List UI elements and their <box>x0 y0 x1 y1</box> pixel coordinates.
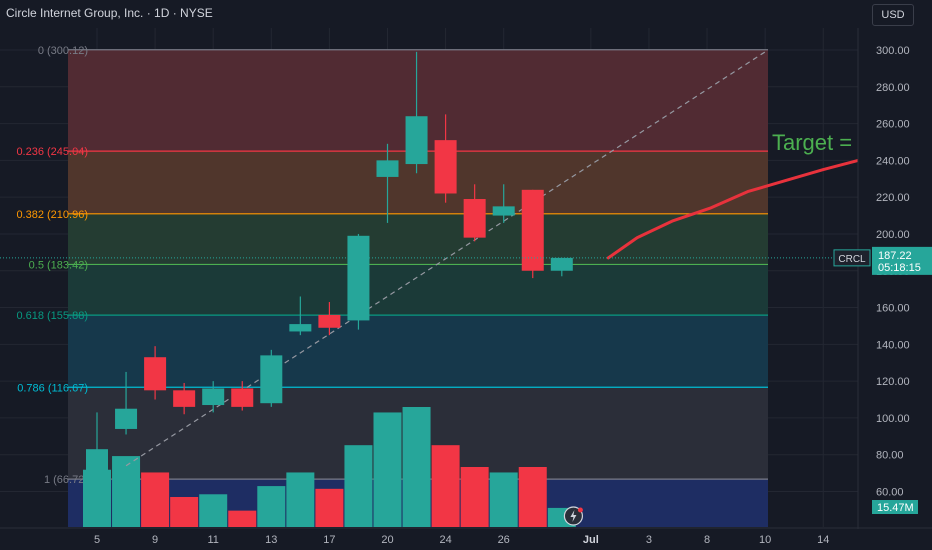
volume-bar[interactable] <box>489 472 518 527</box>
x-tick-label: 13 <box>265 534 277 546</box>
volume-bar[interactable] <box>257 486 286 527</box>
y-tick-label: 220.00 <box>876 192 910 204</box>
candle-body[interactable] <box>492 206 515 216</box>
volume-bar[interactable] <box>431 445 460 527</box>
y-tick-label: 200.00 <box>876 229 910 241</box>
y-tick-label: 160.00 <box>876 303 910 315</box>
candle-body[interactable] <box>144 357 167 391</box>
fib-level-label: 1 (66.72) <box>44 474 88 486</box>
y-tick-label: 100.00 <box>876 413 910 425</box>
fib-level-label: 0.382 (210.96) <box>16 209 88 221</box>
symbol-title[interactable]: Circle Internet Group, Inc. · 1D · NYSE <box>6 6 213 20</box>
volume-bar[interactable] <box>315 488 344 527</box>
ticker-badge <box>833 249 871 267</box>
x-tick-label: 5 <box>94 534 100 546</box>
target-annotation[interactable]: Target = <box>772 130 853 155</box>
candle-body[interactable] <box>318 314 341 328</box>
x-tick-label: 11 <box>207 534 218 546</box>
x-tick-label: 8 <box>704 534 710 546</box>
x-tick-label: 10 <box>759 534 771 546</box>
volume-bar[interactable] <box>460 467 489 527</box>
candle-body[interactable] <box>521 189 544 271</box>
fib-level-label: 0.618 (155.88) <box>16 310 88 322</box>
candle-body[interactable] <box>173 390 196 407</box>
candle-body[interactable] <box>550 257 573 271</box>
y-tick-label: 240.00 <box>876 155 910 167</box>
y-tick-label: 280.00 <box>876 82 910 94</box>
x-tick-label: 20 <box>381 534 393 546</box>
fib-zone <box>68 213 768 265</box>
candle-body[interactable] <box>463 199 486 238</box>
volume-bar[interactable] <box>286 472 315 527</box>
volume-bar[interactable] <box>170 497 199 527</box>
volume-bar[interactable] <box>518 467 547 527</box>
last-price-value: 187.22 <box>878 250 912 262</box>
y-tick-label: 300.00 <box>876 45 910 57</box>
candle-body[interactable] <box>347 235 370 321</box>
candle-body[interactable] <box>434 140 457 194</box>
price-axis <box>858 0 932 550</box>
candle-body[interactable] <box>115 408 138 429</box>
flash-icon-glyph <box>570 510 577 522</box>
y-tick-label: 260.00 <box>876 119 910 131</box>
x-tick-label: 26 <box>498 534 510 546</box>
volume-bar[interactable] <box>373 412 402 527</box>
candle-body[interactable] <box>376 160 399 177</box>
candle-body[interactable] <box>289 324 312 332</box>
x-tick-label: 14 <box>817 534 829 546</box>
fib-zone <box>68 264 768 316</box>
candle-body[interactable] <box>405 116 428 165</box>
fib-level-label: 0.5 (183.42) <box>29 259 88 271</box>
volume-bar[interactable] <box>228 510 257 527</box>
candle-body[interactable] <box>86 449 108 477</box>
volume-bar[interactable] <box>199 494 228 527</box>
volume-bar[interactable] <box>141 472 170 527</box>
candle-body[interactable] <box>260 355 283 404</box>
bar-countdown: 05:18:15 <box>878 262 921 274</box>
fib-level-label: 0 (300.12) <box>38 45 88 57</box>
currency-button[interactable]: USD <box>872 4 914 26</box>
volume-bar[interactable] <box>344 445 373 527</box>
y-tick-label: 80.00 <box>876 450 904 462</box>
y-tick-label: 120.00 <box>876 376 910 388</box>
volume-bar[interactable] <box>402 407 431 527</box>
fib-zone <box>68 315 768 388</box>
x-tick-label: 9 <box>152 534 158 546</box>
last-price-tag <box>872 246 932 275</box>
x-tick-label: 24 <box>439 534 451 546</box>
fib-level-label: 0.786 (116.67) <box>17 382 88 394</box>
notification-dot <box>577 507 583 513</box>
volume-bar[interactable] <box>112 456 141 527</box>
x-tick-label: 3 <box>646 534 652 546</box>
y-tick-label: 60.00 <box>876 487 904 499</box>
candle-body[interactable] <box>202 388 225 406</box>
fib-level-label: 0.236 (245.04) <box>16 146 88 158</box>
volume-tag <box>872 500 918 514</box>
volume-value: 15.47M <box>877 502 914 514</box>
y-tick-label: 140.00 <box>876 339 910 351</box>
candle-body[interactable] <box>231 388 254 407</box>
x-tick-label: Jul <box>583 534 599 546</box>
ticker-label: CRCL <box>838 254 866 265</box>
x-tick-label: 17 <box>323 534 335 546</box>
